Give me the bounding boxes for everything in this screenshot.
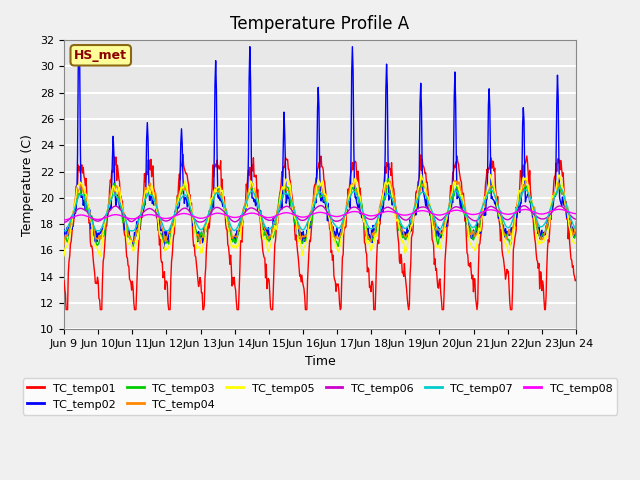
TC_temp01 [60,278,68,284]
TC_temp02 [60,227,68,232]
TC_temp06 [174,210,182,216]
TC_temp01 [572,277,580,283]
TC_temp01 [175,179,182,185]
TC_temp06 [383,204,390,210]
TC_temp02 [383,83,391,88]
TC_temp04 [174,194,182,200]
TC_temp07 [174,201,182,206]
TC_temp08 [555,206,563,212]
TC_temp06 [201,217,209,223]
TC_temp07 [60,228,68,234]
TC_temp01 [62,307,70,312]
TC_temp05 [383,181,390,187]
TC_temp07 [572,226,580,232]
TC_temp01 [399,270,406,276]
TC_temp04 [572,219,580,225]
TC_temp01 [123,254,131,260]
TC_temp08 [201,215,209,220]
TC_temp06 [69,212,77,217]
X-axis label: Time: Time [305,355,335,368]
Line: TC_temp06: TC_temp06 [64,205,576,222]
TC_temp01 [203,246,211,252]
Legend: TC_temp01, TC_temp02, TC_temp03, TC_temp04, TC_temp05, TC_temp06, TC_temp07, TC_: TC_temp01, TC_temp02, TC_temp03, TC_temp… [23,378,617,415]
TC_temp03 [69,210,77,216]
TC_temp07 [201,222,209,228]
TC_temp07 [122,218,130,224]
TC_temp06 [122,214,130,220]
TC_temp02 [69,211,77,217]
TC_temp03 [384,176,392,181]
Line: TC_temp01: TC_temp01 [64,155,576,310]
Line: TC_temp05: TC_temp05 [64,175,576,256]
TC_temp01 [383,163,391,169]
TC_temp03 [122,223,130,229]
TC_temp05 [123,236,131,242]
TC_temp07 [397,220,404,226]
Line: TC_temp08: TC_temp08 [64,209,576,220]
TC_temp05 [97,253,104,259]
Line: TC_temp02: TC_temp02 [64,47,576,248]
TC_temp06 [317,203,325,208]
TC_temp08 [397,212,404,217]
TC_temp06 [397,215,405,221]
TC_temp05 [202,228,209,234]
TC_temp04 [69,208,77,214]
TC_temp05 [397,238,405,244]
TC_temp03 [399,234,406,240]
Y-axis label: Temperature (C): Temperature (C) [22,134,35,236]
TC_temp07 [382,192,390,198]
TC_temp05 [69,209,77,215]
TC_temp03 [383,185,390,191]
TC_temp02 [160,245,168,251]
TC_temp04 [522,177,530,183]
Line: TC_temp03: TC_temp03 [64,179,576,247]
TC_temp03 [60,237,68,242]
TC_temp03 [129,244,136,250]
Line: TC_temp07: TC_temp07 [64,188,576,231]
Line: TC_temp04: TC_temp04 [64,180,576,244]
Title: Temperature Profile A: Temperature Profile A [230,15,410,33]
TC_temp08 [572,211,580,216]
TC_temp04 [382,185,390,191]
TC_temp05 [572,239,580,245]
TC_temp03 [175,198,182,204]
TC_temp02 [572,232,580,238]
TC_temp02 [203,228,211,234]
TC_temp08 [69,214,77,220]
TC_temp02 [123,231,131,237]
TC_temp03 [202,228,209,234]
TC_temp03 [572,228,580,234]
TC_temp01 [179,152,187,157]
TC_temp01 [70,215,78,221]
TC_temp05 [60,253,68,259]
TC_temp04 [201,223,209,228]
TC_temp06 [60,219,68,225]
TC_temp02 [75,44,83,49]
TC_temp05 [175,196,182,202]
TC_temp02 [175,203,183,208]
TC_temp04 [397,225,404,231]
TC_temp08 [174,212,182,217]
TC_temp04 [60,241,68,247]
TC_temp08 [382,209,390,215]
TC_temp08 [122,215,130,220]
TC_temp02 [399,231,406,237]
Text: HS_met: HS_met [74,49,127,62]
TC_temp07 [69,211,77,216]
TC_temp08 [60,217,68,223]
TC_temp04 [122,220,130,226]
TC_temp05 [418,172,426,178]
TC_temp07 [557,185,564,191]
TC_temp06 [572,216,580,222]
